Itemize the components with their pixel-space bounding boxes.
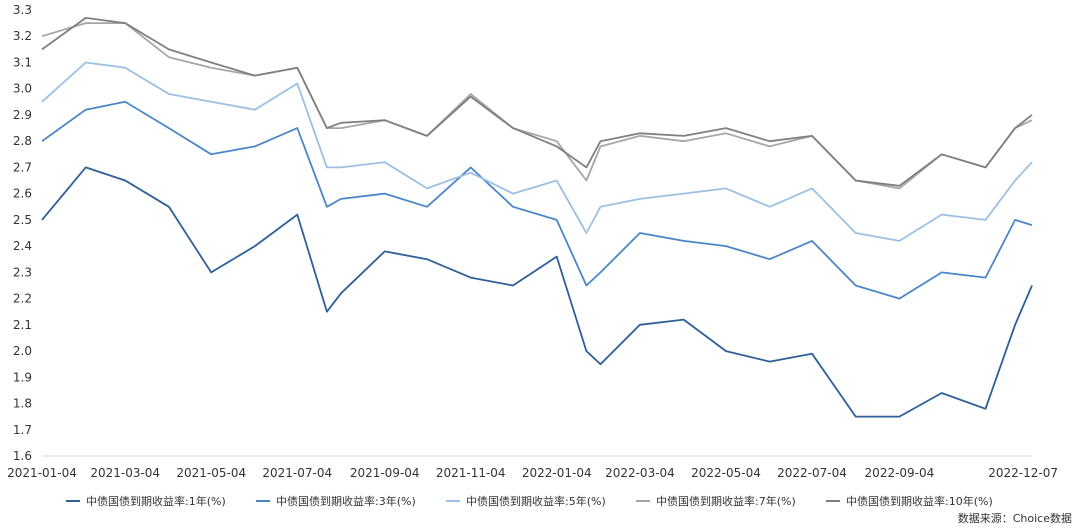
y-tick-label: 2.5 xyxy=(13,213,32,227)
x-tick-label: 2021-01-04 xyxy=(7,466,77,480)
y-tick-label: 2.7 xyxy=(13,160,32,174)
y-tick-label: 2.4 xyxy=(13,239,32,253)
y-tick-label: 3.3 xyxy=(13,3,32,17)
x-tick-label: 2022-12-07 xyxy=(988,466,1058,480)
series-line-5 xyxy=(41,16,1033,187)
y-tick-label: 1.7 xyxy=(13,423,32,437)
x-tick-label: 2022-05-04 xyxy=(691,466,761,480)
y-tick-label: 2.9 xyxy=(13,108,32,122)
x-tick-label: 2022-07-04 xyxy=(777,466,847,480)
y-tick-label: 1.6 xyxy=(13,449,32,463)
y-tick-label: 1.8 xyxy=(13,397,32,411)
legend-label: 中债国债到期收益率:7年(%) xyxy=(656,494,796,508)
series-layer xyxy=(41,16,1033,418)
legend-item: 中债国债到期收益率:5年(%) xyxy=(446,494,606,508)
series-line-4 xyxy=(41,22,1033,190)
y-axis: 1.6 1.7 1.8 1.9 2.0 2.1 2.2 2.3 2.4 2.5 2.6 2.7 2.8 2… xyxy=(13,3,32,463)
y-tick-label: 3.0 xyxy=(13,82,32,96)
x-tick-label: 2021-09-04 xyxy=(350,466,420,480)
x-tick-label: 2021-03-04 xyxy=(90,466,160,480)
series-line-1 xyxy=(41,166,1033,418)
y-tick-label: 2.8 xyxy=(13,134,32,148)
series-line-2 xyxy=(41,100,1033,300)
legend-item: 中债国债到期收益率:3年(%) xyxy=(256,494,416,508)
legend-label: 中债国债到期收益率:1年(%) xyxy=(86,494,226,508)
legend-item: 中债国债到期收益率:1年(%) xyxy=(66,494,226,508)
legend-item: 中债国债到期收益率:10年(%) xyxy=(826,494,993,508)
x-axis: 2021-01-04 2021-03-04 2021-05-04 2021-07-04… xyxy=(7,466,1058,480)
legend-label: 中债国债到期收益率:5年(%) xyxy=(466,494,606,508)
y-tick-label: 1.9 xyxy=(13,370,32,384)
y-tick-label: 2.0 xyxy=(13,344,32,358)
y-tick-label: 3.2 xyxy=(13,29,32,43)
x-tick-label: 2022-03-04 xyxy=(605,466,675,480)
x-tick-label: 2021-07-04 xyxy=(262,466,332,480)
y-tick-label: 2.2 xyxy=(13,292,32,306)
y-tick-label: 2.3 xyxy=(13,265,32,279)
y-tick-label: 2.1 xyxy=(13,318,32,332)
data-source-note: 数据来源：Choice数据 xyxy=(958,511,1072,525)
legend-item: 中债国债到期收益率:7年(%) xyxy=(636,494,796,508)
legend-label: 中债国债到期收益率:10年(%) xyxy=(846,494,993,508)
x-tick-label: 2022-09-04 xyxy=(865,466,935,480)
legend-label: 中债国债到期收益率:3年(%) xyxy=(276,494,416,508)
y-tick-label: 2.6 xyxy=(13,187,32,201)
x-tick-label: 2022-01-04 xyxy=(522,466,592,480)
legend: 中债国债到期收益率:1年(%) 中债国债到期收益率:3年(%) 中债国债到期收益率:… xyxy=(66,494,993,508)
series-line-3 xyxy=(41,61,1033,242)
x-tick-label: 2021-11-04 xyxy=(436,466,506,480)
y-tick-label: 3.1 xyxy=(13,55,32,69)
x-tick-label: 2021-05-04 xyxy=(176,466,246,480)
